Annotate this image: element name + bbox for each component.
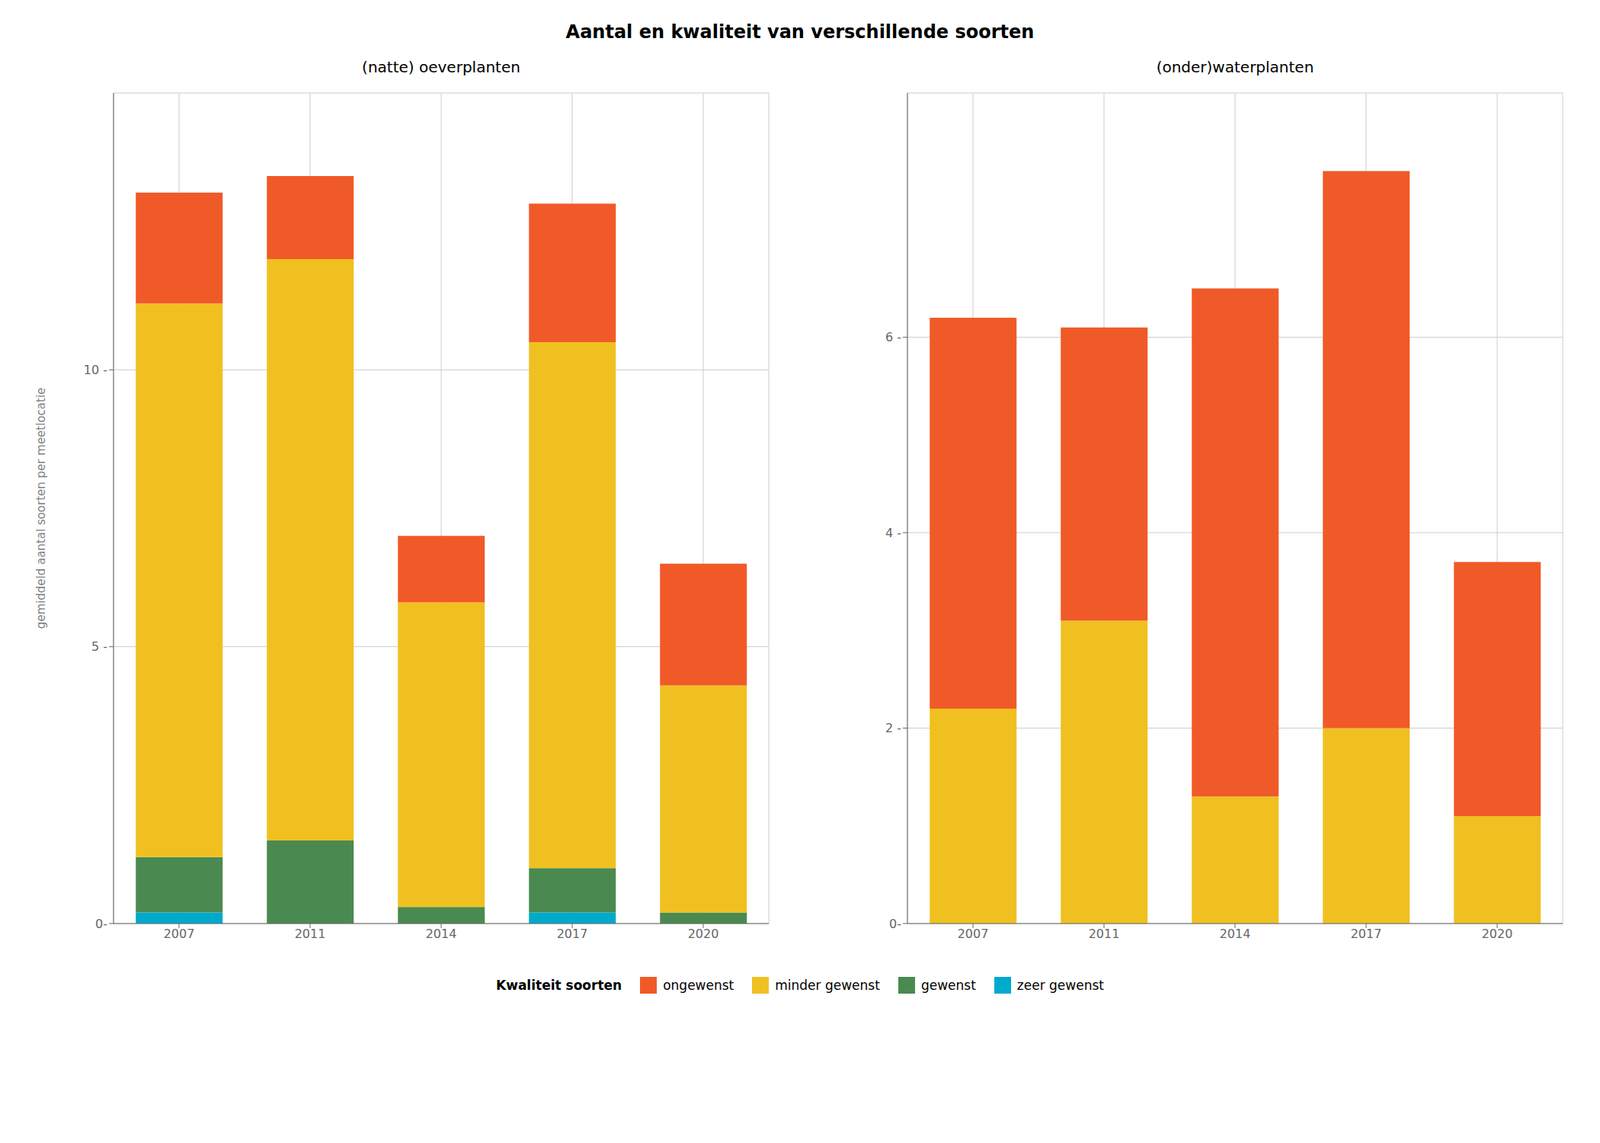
html-text:zeer gewenst: zeer gewenst <box>1016 977 1104 993</box>
html-text:(onder)waterplanten: (onder)waterplanten <box>1156 57 1314 77</box>
svg-text:2014: 2014 <box>1219 926 1252 941</box>
html-text:Aantal en kwaliteit van versch: Aantal en kwaliteit van verschillende so… <box>565 21 1035 43</box>
svg-text:2011: 2011 <box>294 926 327 941</box>
html-text:ongewenst: ongewenst <box>663 977 734 993</box>
svg-text:4 -: 4 - <box>885 525 902 541</box>
svg-text:0-: 0- <box>95 916 108 932</box>
svg-text:2007: 2007 <box>957 926 989 941</box>
svg-text:6 -: 6 - <box>885 329 902 345</box>
svg-text:10 -: 10 - <box>83 362 108 378</box>
svg-text:2014: 2014 <box>425 926 458 941</box>
svg-text:gemiddeld aantal soorten per m: gemiddeld aantal soorten per meetlocatie <box>34 387 48 630</box>
svg-text:5 -: 5 - <box>91 639 108 654</box>
svg-text:2007: 2007 <box>163 926 196 941</box>
svg-text:2011: 2011 <box>1088 926 1120 941</box>
html-text:minder gewenst: minder gewenst <box>775 977 880 993</box>
svg-text:2017: 2017 <box>556 926 589 941</box>
svg-text:2020: 2020 <box>1481 926 1514 941</box>
html-text:Kwaliteit soorten: Kwaliteit soorten <box>496 977 622 993</box>
svg-text:2020: 2020 <box>688 926 720 941</box>
html-text:gewenst: gewenst <box>921 977 976 993</box>
html-text:(natte) oeverplanten: (natte) oeverplanten <box>361 57 521 77</box>
svg-text:0-: 0- <box>889 916 902 932</box>
svg-text:2017: 2017 <box>1350 926 1383 941</box>
svg-text:2 -: 2 - <box>885 720 902 736</box>
